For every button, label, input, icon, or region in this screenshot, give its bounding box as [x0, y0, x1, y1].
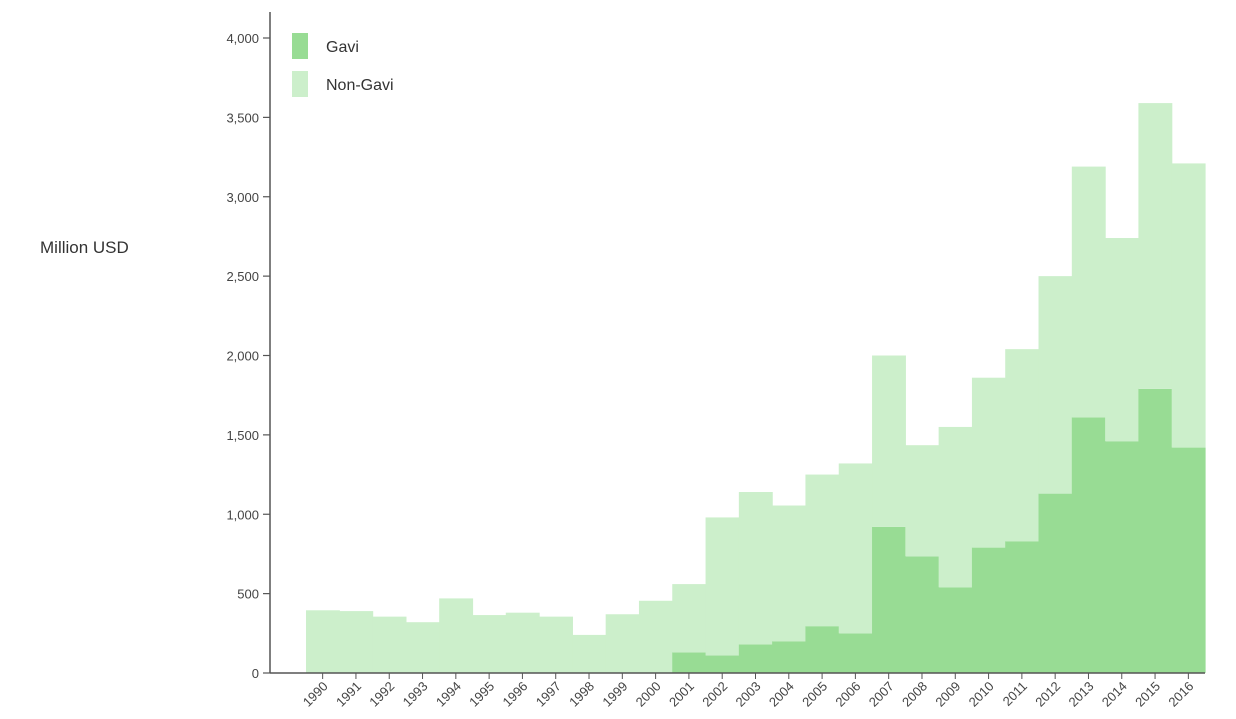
x-tick-label: 1999 — [599, 679, 630, 710]
bar-gavi-2005 — [805, 626, 840, 673]
x-tick-label: 1990 — [300, 679, 331, 710]
x-tick-label: 1997 — [533, 679, 564, 710]
bar-gavi-2001 — [672, 652, 707, 673]
bar-non-gavi-1997 — [539, 616, 573, 673]
bar-non-gavi-2001 — [672, 584, 707, 653]
x-tick-label: 1998 — [566, 679, 597, 710]
legend: Gavi Non-Gavi — [292, 33, 394, 97]
bar-non-gavi-2002 — [705, 517, 740, 656]
y-tick-label: 1,000 — [226, 507, 259, 522]
bar-gavi-2008 — [905, 556, 940, 673]
x-tick-label: 1992 — [366, 679, 397, 710]
bars-group — [306, 103, 1206, 673]
x-tick-label: 1994 — [433, 679, 464, 710]
bar-non-gavi-2010 — [971, 377, 1006, 548]
y-tick-label: 2,000 — [226, 349, 259, 364]
legend-label-non-gavi: Non-Gavi — [326, 77, 394, 94]
bar-gavi-2007 — [872, 526, 906, 673]
bar-gavi-2011 — [1005, 541, 1040, 673]
bar-non-gavi-1990 — [306, 610, 340, 673]
y-tick-label: 500 — [237, 587, 259, 602]
bar-non-gavi-2003 — [738, 492, 773, 645]
x-tick-label: 2004 — [766, 679, 797, 710]
bar-non-gavi-2004 — [772, 505, 807, 642]
legend-label-gavi: Gavi — [326, 39, 359, 56]
bar-non-gavi-1995 — [472, 615, 507, 673]
x-tick-label: 2014 — [1099, 679, 1130, 710]
y-tick-label: 0 — [252, 666, 259, 681]
bar-non-gavi-2000 — [638, 600, 673, 673]
bar-non-gavi-1992 — [372, 616, 407, 673]
x-tick-label: 2002 — [699, 679, 730, 710]
bar-non-gavi-2008 — [905, 445, 940, 557]
x-tick-label: 1996 — [499, 679, 530, 710]
bar-gavi-2014 — [1105, 441, 1140, 673]
legend-swatch-non-gavi — [292, 71, 308, 97]
x-tick-label: 2006 — [832, 679, 863, 710]
x-tick-label: 1995 — [466, 679, 497, 710]
x-tick-label: 2001 — [666, 679, 697, 710]
x-tick-label: 2011 — [1000, 679, 1030, 709]
y-tick-label: 2,500 — [226, 269, 259, 284]
bar-non-gavi-2011 — [1005, 349, 1040, 542]
x-tick-label: 2012 — [1032, 679, 1063, 710]
bar-gavi-2015 — [1138, 388, 1173, 673]
x-tick-label: 2010 — [966, 679, 997, 710]
bar-non-gavi-2015 — [1138, 103, 1173, 389]
legend-swatch-gavi — [292, 33, 308, 59]
bar-gavi-2004 — [772, 641, 807, 673]
bar-non-gavi-2007 — [872, 355, 906, 527]
x-tick-label: 2000 — [633, 679, 664, 710]
bar-non-gavi-2009 — [938, 426, 973, 588]
bar-gavi-2016 — [1171, 447, 1206, 673]
x-tick-label: 2009 — [932, 679, 963, 710]
bar-non-gavi-2006 — [838, 463, 873, 634]
x-tick-label: 2005 — [799, 679, 830, 710]
bar-gavi-2012 — [1038, 493, 1073, 673]
x-tick-label: 2013 — [1066, 679, 1097, 710]
x-tick-label: 1991 — [333, 679, 364, 710]
x-tick-label: 1993 — [400, 679, 431, 710]
bar-non-gavi-1999 — [605, 614, 640, 673]
y-tick-label: 3,000 — [226, 190, 259, 205]
bar-gavi-2002 — [705, 655, 740, 673]
bar-gavi-2010 — [971, 547, 1006, 673]
bar-gavi-2006 — [838, 633, 873, 673]
bar-gavi-2003 — [738, 644, 773, 673]
bar-non-gavi-2016 — [1171, 163, 1206, 448]
y-axis-title: Million USD — [40, 238, 129, 257]
bar-gavi-2013 — [1071, 417, 1106, 673]
x-tick-label: 2016 — [1165, 679, 1196, 710]
bar-non-gavi-1996 — [505, 612, 540, 673]
bar-gavi-2009 — [938, 587, 973, 673]
bar-non-gavi-1994 — [439, 598, 474, 673]
y-tick-label: 3,500 — [226, 110, 259, 125]
bar-non-gavi-1993 — [405, 622, 440, 673]
x-tick-label: 2008 — [899, 679, 930, 710]
x-tick-label: 2007 — [866, 679, 897, 710]
bar-non-gavi-2012 — [1038, 276, 1073, 494]
y-tick-label: 4,000 — [226, 31, 259, 46]
bar-non-gavi-1998 — [572, 634, 607, 673]
bar-non-gavi-1991 — [339, 611, 374, 673]
x-tick-label: 2015 — [1132, 679, 1163, 710]
bar-non-gavi-2013 — [1071, 166, 1106, 418]
bar-non-gavi-2005 — [805, 474, 840, 627]
bar-non-gavi-2014 — [1105, 238, 1140, 442]
x-tick-label: 2003 — [733, 679, 764, 710]
y-tick-label: 1,500 — [226, 428, 259, 443]
